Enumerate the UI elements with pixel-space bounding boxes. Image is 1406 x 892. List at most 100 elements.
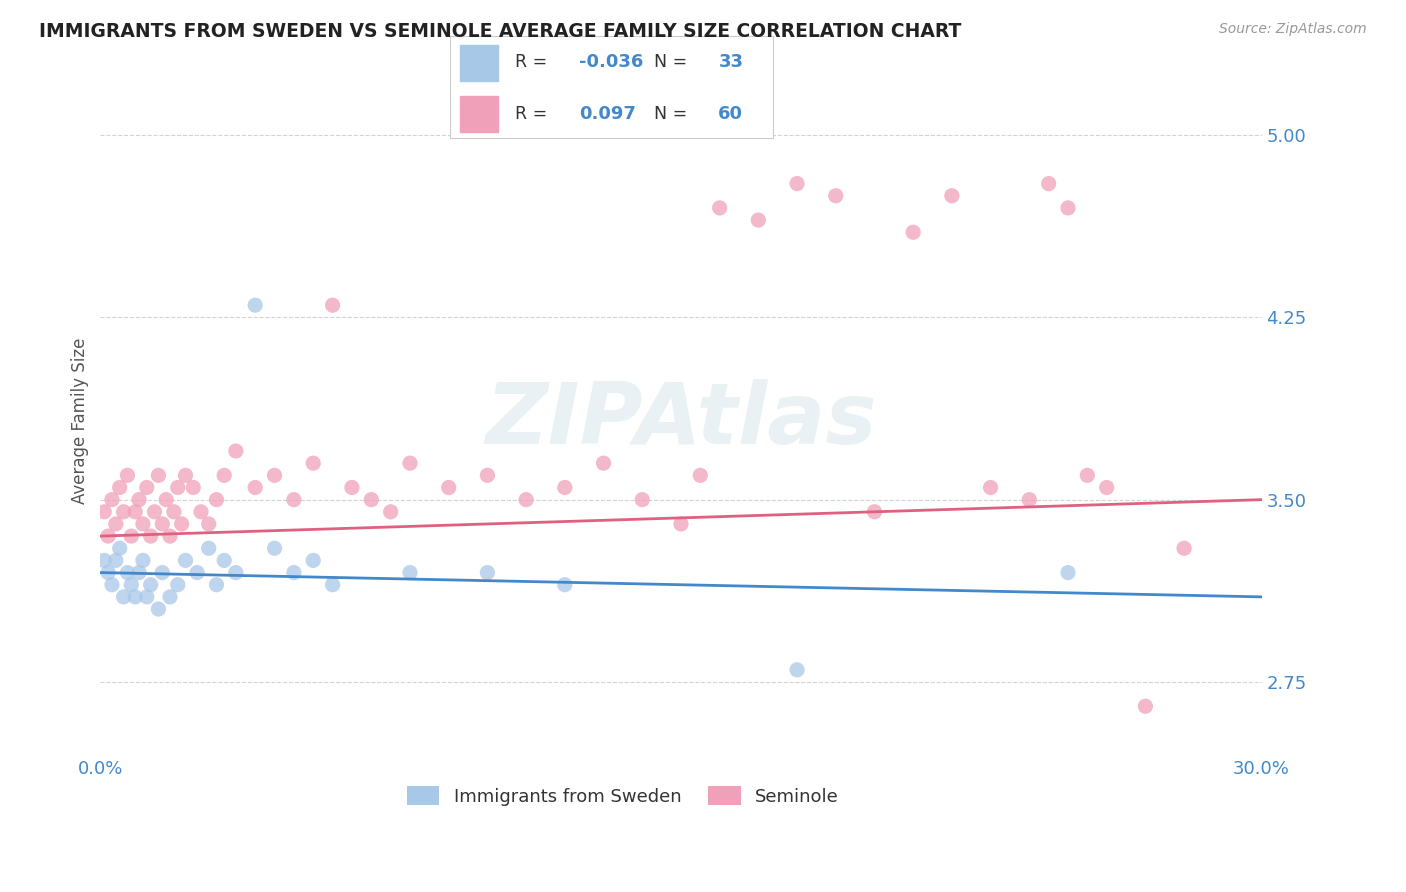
Point — [190, 505, 212, 519]
Point — [128, 492, 150, 507]
Point — [101, 578, 124, 592]
Point — [1095, 481, 1118, 495]
Text: Source: ZipAtlas.com: Source: ZipAtlas.com — [1219, 22, 1367, 37]
Point — [135, 481, 157, 495]
Point — [1076, 468, 1098, 483]
Point — [93, 505, 115, 519]
Point — [197, 516, 219, 531]
Point — [380, 505, 402, 519]
Bar — [460, 45, 499, 81]
Point — [150, 566, 173, 580]
Point — [399, 456, 422, 470]
Point — [117, 468, 139, 483]
Point — [322, 298, 344, 312]
Point — [163, 505, 186, 519]
Point — [515, 492, 537, 507]
Point — [117, 566, 139, 580]
Point — [243, 481, 266, 495]
Point — [225, 566, 247, 580]
Point — [174, 468, 197, 483]
Point — [93, 553, 115, 567]
Point — [302, 456, 325, 470]
Y-axis label: Average Family Size: Average Family Size — [72, 337, 89, 504]
Point — [166, 578, 188, 592]
Text: ZIPAtlas: ZIPAtlas — [485, 379, 877, 462]
Point — [148, 468, 170, 483]
Point — [477, 468, 499, 483]
Point — [322, 578, 344, 592]
Point — [101, 492, 124, 507]
Point — [689, 468, 711, 483]
Point — [139, 529, 162, 543]
Point — [112, 590, 135, 604]
Text: -0.036: -0.036 — [579, 54, 644, 71]
Point — [186, 566, 208, 580]
Point — [631, 492, 654, 507]
Point — [477, 566, 499, 580]
Point — [170, 516, 193, 531]
Point — [120, 578, 142, 592]
Point — [225, 444, 247, 458]
Point — [340, 481, 363, 495]
Bar — [460, 96, 499, 132]
Point — [174, 553, 197, 567]
Point — [1038, 177, 1060, 191]
Point — [263, 541, 285, 556]
Point — [263, 468, 285, 483]
Point — [108, 541, 131, 556]
Text: N =: N = — [654, 54, 692, 71]
Text: 60: 60 — [718, 104, 744, 122]
Point — [104, 553, 127, 567]
Point — [863, 505, 886, 519]
Point — [197, 541, 219, 556]
Text: 33: 33 — [718, 54, 744, 71]
Point — [283, 492, 305, 507]
Point — [1135, 699, 1157, 714]
Point — [124, 590, 146, 604]
Point — [205, 492, 228, 507]
Point — [212, 553, 235, 567]
Point — [104, 516, 127, 531]
Point — [108, 481, 131, 495]
Point — [786, 177, 808, 191]
Point — [554, 481, 576, 495]
Text: IMMIGRANTS FROM SWEDEN VS SEMINOLE AVERAGE FAMILY SIZE CORRELATION CHART: IMMIGRANTS FROM SWEDEN VS SEMINOLE AVERA… — [39, 22, 962, 41]
Point — [243, 298, 266, 312]
Point — [128, 566, 150, 580]
Text: R =: R = — [515, 54, 553, 71]
Point — [554, 578, 576, 592]
Point — [1057, 201, 1080, 215]
Point — [166, 481, 188, 495]
Point — [132, 553, 155, 567]
Point — [155, 492, 177, 507]
Point — [139, 578, 162, 592]
Point — [159, 529, 181, 543]
Text: 0.097: 0.097 — [579, 104, 636, 122]
Point — [360, 492, 382, 507]
Point — [283, 566, 305, 580]
Point — [132, 516, 155, 531]
Point — [159, 590, 181, 604]
Point — [97, 566, 120, 580]
Point — [212, 468, 235, 483]
Point — [399, 566, 422, 580]
Point — [124, 505, 146, 519]
Point — [437, 481, 460, 495]
Point — [1057, 566, 1080, 580]
Point — [135, 590, 157, 604]
Point — [941, 188, 963, 202]
Point — [143, 505, 166, 519]
Text: R =: R = — [515, 104, 553, 122]
Point — [824, 188, 846, 202]
Point — [980, 481, 1002, 495]
Point — [148, 602, 170, 616]
Point — [205, 578, 228, 592]
Point — [181, 481, 204, 495]
Point — [97, 529, 120, 543]
Point — [786, 663, 808, 677]
Point — [669, 516, 692, 531]
Point — [150, 516, 173, 531]
Point — [120, 529, 142, 543]
Point — [747, 213, 769, 227]
Point — [709, 201, 731, 215]
